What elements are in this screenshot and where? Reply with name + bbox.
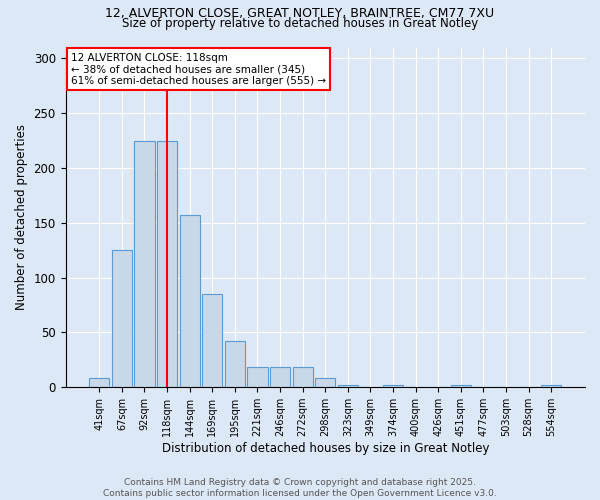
Bar	[541, 385, 562, 387]
Bar	[179, 215, 200, 387]
Bar	[270, 368, 290, 387]
Bar	[451, 385, 471, 387]
Bar	[293, 368, 313, 387]
Text: 12 ALVERTON CLOSE: 118sqm
← 38% of detached houses are smaller (345)
61% of semi: 12 ALVERTON CLOSE: 118sqm ← 38% of detac…	[71, 52, 326, 86]
Bar	[338, 385, 358, 387]
Text: Contains HM Land Registry data © Crown copyright and database right 2025.
Contai: Contains HM Land Registry data © Crown c…	[103, 478, 497, 498]
Bar	[247, 368, 268, 387]
Text: 12, ALVERTON CLOSE, GREAT NOTLEY, BRAINTREE, CM77 7XU: 12, ALVERTON CLOSE, GREAT NOTLEY, BRAINT…	[106, 8, 494, 20]
Bar	[202, 294, 223, 387]
Bar	[157, 140, 177, 387]
Bar	[225, 341, 245, 387]
Bar	[89, 378, 109, 387]
Y-axis label: Number of detached properties: Number of detached properties	[15, 124, 28, 310]
Bar	[315, 378, 335, 387]
Bar	[383, 385, 403, 387]
Bar	[134, 140, 155, 387]
X-axis label: Distribution of detached houses by size in Great Notley: Distribution of detached houses by size …	[161, 442, 489, 455]
Text: Size of property relative to detached houses in Great Notley: Size of property relative to detached ho…	[122, 18, 478, 30]
Bar	[112, 250, 132, 387]
